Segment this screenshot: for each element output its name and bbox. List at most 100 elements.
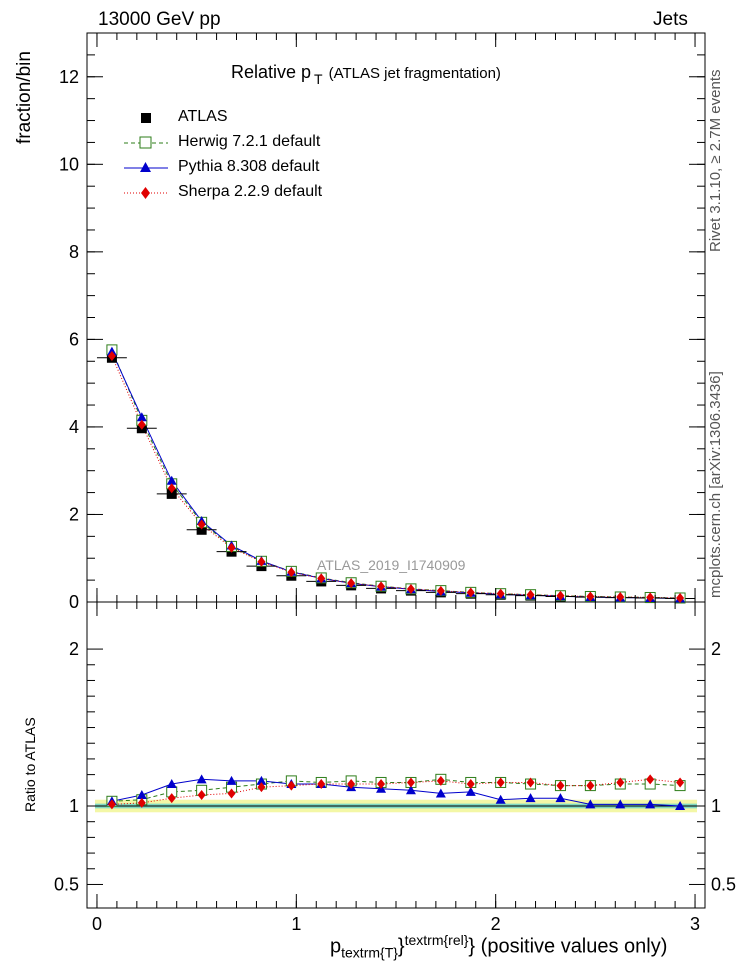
point-sherpa	[257, 556, 266, 567]
ratio-plot	[87, 773, 705, 813]
point-sherpa	[556, 590, 565, 601]
ratio-point-sherpa	[197, 790, 206, 801]
ratio-point-pythia	[256, 775, 267, 785]
y-tick-label: 12	[59, 67, 79, 87]
point-sherpa	[406, 583, 415, 594]
y-tick-label: 4	[69, 417, 79, 437]
point-sherpa	[347, 578, 356, 589]
ratio-point-pythia	[675, 801, 686, 810]
ratio-point-sherpa	[676, 777, 685, 788]
ratio-y-tick-label-right: 1	[711, 796, 721, 816]
point-sherpa	[676, 592, 685, 603]
point-pythia	[136, 412, 147, 422]
mcplots-label: mcplots.cern.ch [arXiv:1306.3436]	[707, 371, 724, 598]
ratio-point-pythia	[136, 790, 147, 800]
ratio-point-pythia	[645, 799, 656, 809]
ratio-plot-frame	[86, 601, 706, 909]
ratio-point-pythia	[495, 794, 506, 804]
legend-label-pythia: Pythia 8.308 default	[178, 158, 320, 175]
point-sherpa	[377, 581, 386, 592]
x-tick-label: 3	[690, 914, 700, 934]
ratio-point-sherpa	[257, 782, 266, 793]
point-sherpa	[107, 351, 116, 362]
legend-symbol-sherpa	[124, 187, 168, 199]
point-sherpa	[137, 419, 146, 430]
point-atlas	[196, 524, 207, 535]
chart-title: Relative p T (ATLAS jet fragmentation)	[231, 62, 501, 87]
ratio-point-sherpa	[287, 780, 296, 791]
ratio-y-tick-label: 1	[69, 796, 79, 816]
ratio-point-sherpa	[227, 788, 236, 799]
ratio-point-pythia	[525, 793, 536, 803]
ratio-point-pythia	[196, 774, 207, 784]
watermark: ATLAS_2019_I1740909	[317, 557, 466, 573]
rivet-label: Rivet 3.1.10, ≥ 2.7M events	[707, 69, 724, 253]
point-sherpa	[586, 591, 595, 602]
y-axis-title: fraction/bin	[14, 51, 35, 144]
header-left: 13000 GeV pp	[98, 9, 221, 30]
ratio-point-sherpa	[107, 799, 116, 810]
point-sherpa	[526, 589, 535, 600]
ratio-y-tick-label-right: 2	[711, 639, 721, 659]
ratio-point-sherpa	[496, 777, 505, 788]
ratio-point-sherpa	[377, 779, 386, 790]
ratio-point-sherpa	[526, 777, 535, 788]
y-tick-label: 10	[59, 154, 79, 174]
ratio-point-sherpa	[586, 780, 595, 791]
point-sherpa	[466, 587, 475, 598]
ratio-y-tick-label-right: 0.5	[711, 874, 736, 894]
ratio-point-pythia	[615, 799, 626, 809]
point-sherpa	[167, 483, 176, 494]
x-tick-label: 0	[92, 914, 102, 934]
point-sherpa	[646, 592, 655, 603]
legend-label-sherpa: Sherpa 2.2.9 default	[178, 183, 323, 200]
point-sherpa	[496, 588, 505, 599]
legend-symbol-herwig	[124, 136, 168, 149]
point-sherpa	[616, 591, 625, 602]
legend-label-atlas: ATLAS	[178, 108, 228, 125]
y-tick-label: 8	[69, 242, 79, 262]
point-sherpa	[436, 585, 445, 596]
ratio-point-pythia	[405, 785, 416, 795]
y-tick-label: 0	[69, 592, 79, 612]
ratio-point-pythia	[166, 779, 177, 789]
ratio-line-pythia	[111, 778, 681, 807]
point-sherpa	[317, 573, 326, 584]
x-axis-title: ptextrm{T}}textrm{rel}} (positive values…	[330, 932, 668, 961]
point-sherpa	[197, 519, 206, 530]
legend-label-herwig: Herwig 7.2.1 default	[178, 133, 321, 150]
ratio-point-sherpa	[167, 793, 176, 804]
point-sherpa	[227, 542, 236, 553]
ratio-y-tick-label: 2	[69, 639, 79, 659]
point-atlas	[166, 488, 177, 499]
ratio-line-sherpa	[111, 778, 681, 805]
ratio-point-sherpa	[137, 797, 146, 808]
ratio-point-pythia	[465, 786, 476, 796]
ratio-point-pythia	[226, 775, 237, 785]
main-plot	[96, 344, 696, 604]
ratio-y-axis-title: Ratio to ATLAS	[22, 717, 38, 812]
point-sherpa	[287, 567, 296, 578]
ratio-point-sherpa	[317, 779, 326, 790]
ratio-point-sherpa	[406, 777, 415, 788]
ratio-point-pythia	[585, 799, 596, 809]
ratio-point-pythia	[435, 788, 446, 798]
legend-symbol-atlas	[141, 113, 151, 123]
x-tick-label: 2	[491, 914, 501, 934]
y-tick-label: 2	[69, 504, 79, 524]
ratio-point-sherpa	[347, 779, 356, 790]
ratio-point-sherpa	[616, 777, 625, 788]
ratio-y-tick-label: 0.5	[54, 874, 79, 894]
ratio-point-sherpa	[646, 774, 655, 785]
x-tick-label: 1	[291, 914, 301, 934]
point-pythia	[166, 475, 177, 485]
ratio-point-pythia	[555, 793, 566, 803]
y-tick-label: 6	[69, 329, 79, 349]
ratio-point-sherpa	[466, 779, 475, 790]
ratio-point-sherpa	[556, 780, 565, 791]
ratio-point-sherpa	[436, 775, 445, 786]
header-right: Jets	[653, 9, 688, 30]
legend-symbol-pythia	[124, 162, 168, 172]
